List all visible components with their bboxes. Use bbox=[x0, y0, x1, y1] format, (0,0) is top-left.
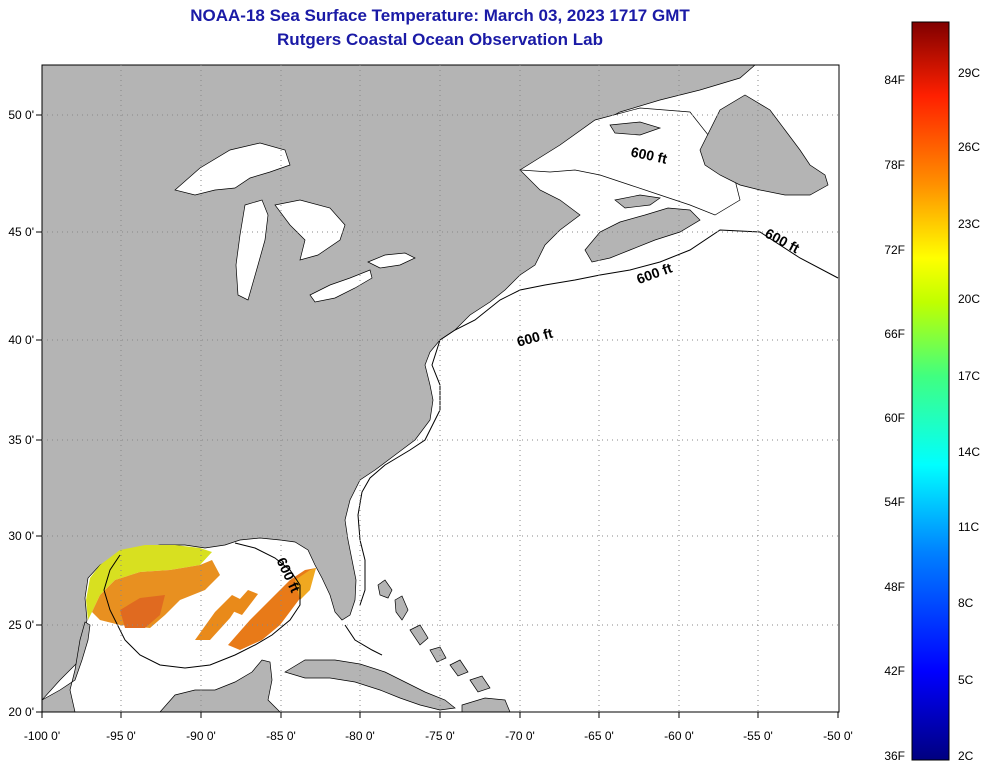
land-hispaniola bbox=[461, 697, 511, 712]
lon-tick-label: -80 0' bbox=[345, 729, 375, 743]
gulf-of-st-lawrence bbox=[518, 107, 741, 216]
colorbar-f-label: 78F bbox=[884, 158, 905, 172]
colorbar-celsius-scale: 29C 26C 23C 20C 17C 14C 11C 8C 5C 2C bbox=[958, 66, 980, 763]
lon-tick-label: -95 0' bbox=[106, 729, 136, 743]
lon-tick-label: -70 0' bbox=[505, 729, 535, 743]
land-bahamas bbox=[377, 579, 491, 693]
land-pei bbox=[614, 194, 661, 209]
lon-tick-label: -85 0' bbox=[266, 729, 296, 743]
colorbar-f-label: 66F bbox=[884, 327, 905, 341]
lat-tick-label: 25 0' bbox=[8, 618, 34, 632]
lat-tick-label: 50 0' bbox=[8, 108, 34, 122]
lake-erie bbox=[309, 269, 373, 303]
colorbar-c-label: 17C bbox=[958, 369, 980, 383]
lon-tick-label: -60 0' bbox=[664, 729, 694, 743]
colorbar-c-label: 11C bbox=[958, 520, 979, 534]
lon-tick-label: -90 0' bbox=[186, 729, 216, 743]
map-subtitle: Rutgers Coastal Ocean Observation Lab bbox=[277, 30, 603, 49]
colorbar-c-label: 2C bbox=[958, 749, 974, 763]
colorbar bbox=[911, 21, 950, 761]
land-yucatan bbox=[159, 659, 281, 712]
lake-superior bbox=[174, 142, 291, 196]
contour-label-600ft: 600 ft bbox=[629, 143, 668, 166]
colorbar-c-label: 23C bbox=[958, 217, 980, 231]
lon-tick-label: -50 0' bbox=[823, 729, 853, 743]
colorbar-c-label: 14C bbox=[958, 445, 980, 459]
lat-tick-label: 40 0' bbox=[8, 333, 34, 347]
isobath-600ft bbox=[103, 229, 839, 669]
lat-tick-label: 30 0' bbox=[8, 529, 34, 543]
colorbar-c-label: 8C bbox=[958, 596, 974, 610]
colorbar-c-label: 29C bbox=[958, 66, 980, 80]
colorbar-f-label: 48F bbox=[884, 580, 905, 594]
colorbar-c-label: 5C bbox=[958, 673, 974, 687]
map-title: NOAA-18 Sea Surface Temperature: March 0… bbox=[190, 6, 690, 25]
lake-michigan bbox=[235, 199, 269, 301]
land-nova-scotia bbox=[584, 207, 701, 263]
sst-swath bbox=[86, 545, 316, 650]
lat-tick-label: 35 0' bbox=[8, 433, 34, 447]
land-newfoundland bbox=[699, 94, 829, 196]
lon-tick-label: -100 0' bbox=[24, 729, 60, 743]
longitude-axis: -100 0' -95 0' -90 0' -85 0' -80 0' -75 0' -70… bbox=[24, 712, 853, 743]
lat-tick-label: 45 0' bbox=[8, 225, 34, 239]
lon-tick-label: -55 0' bbox=[743, 729, 773, 743]
lat-tick-label: 20 0' bbox=[8, 705, 34, 719]
land-cuba bbox=[284, 659, 456, 711]
colorbar-c-label: 26C bbox=[958, 140, 980, 154]
lon-tick-label: -65 0' bbox=[584, 729, 614, 743]
colorbar-f-label: 84F bbox=[884, 73, 905, 87]
colorbar-f-label: 42F bbox=[884, 664, 905, 678]
lake-ontario bbox=[367, 252, 416, 269]
colorbar-f-label: 72F bbox=[884, 243, 905, 257]
colorbar-f-label: 60F bbox=[884, 411, 905, 425]
colorbar-f-label: 36F bbox=[884, 749, 905, 763]
colorbar-c-label: 20C bbox=[958, 292, 980, 306]
land-mexico bbox=[42, 621, 91, 712]
colorbar-f-label: 54F bbox=[884, 495, 905, 509]
lon-tick-label: -75 0' bbox=[425, 729, 455, 743]
colorbar-fahrenheit-scale: 84F 78F 72F 66F 60F 54F 48F 42F 36F bbox=[884, 73, 905, 763]
land-anticosti bbox=[609, 121, 662, 136]
latitude-axis: 50 0' 45 0' 40 0' 35 0' 30 0' 25 0' 20 0' bbox=[8, 108, 42, 719]
